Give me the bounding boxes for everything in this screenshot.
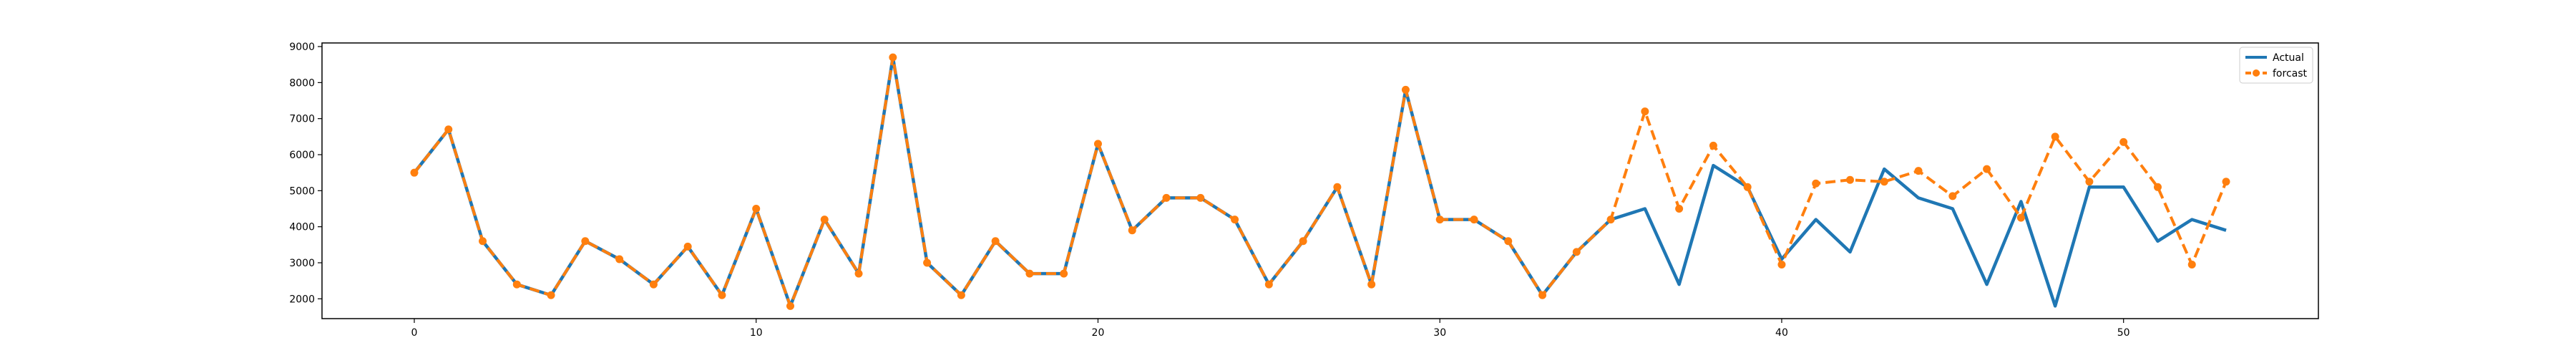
legend: Actual forcast: [2239, 47, 2313, 84]
series-point-forcast: [683, 242, 692, 251]
series-point-forcast: [2187, 261, 2196, 269]
y-tick-label: 4000: [289, 222, 315, 233]
series-point-forcast: [1914, 167, 1923, 175]
series-point-forcast: [1196, 193, 1205, 202]
x-tick-label: 50: [2117, 327, 2130, 339]
series-point-forcast: [1264, 280, 1273, 289]
series-point-forcast: [752, 205, 761, 213]
y-tick-label: 9000: [289, 42, 315, 53]
series-point-forcast: [957, 291, 965, 299]
series-point-forcast: [479, 237, 487, 246]
series-point-forcast: [649, 280, 658, 289]
series-point-forcast: [1709, 141, 1717, 150]
series-point-forcast: [1812, 179, 1820, 188]
series-point-forcast: [1470, 216, 1478, 224]
series-point-forcast: [2222, 178, 2230, 186]
series-point-forcast: [1606, 216, 1615, 224]
series-point-forcast: [1025, 269, 1034, 278]
legend-label-forcast: forcast: [2273, 68, 2308, 79]
plot-frame: [321, 42, 2319, 319]
y-tick-label: 8000: [289, 77, 315, 89]
y-tick-label: 7000: [289, 114, 315, 125]
series-point-forcast: [923, 258, 932, 267]
x-axis: 0 10 20 30 40 50: [411, 319, 2130, 339]
series-point-forcast: [615, 255, 624, 263]
series-point-forcast: [718, 291, 726, 299]
series-point-forcast: [1435, 216, 1444, 224]
series-point-forcast: [1743, 183, 1752, 191]
x-tick-label: 30: [1433, 327, 1446, 339]
y-tick-label: 3000: [289, 258, 315, 269]
series-point-forcast: [854, 269, 863, 278]
series-point-forcast: [1572, 248, 1581, 256]
series-line-forcast: [413, 56, 2228, 308]
series-point-forcast: [1538, 291, 1547, 299]
series-point-forcast: [1880, 178, 1888, 186]
y-tick-label: 6000: [289, 150, 315, 161]
series-point-forcast: [1641, 107, 1649, 116]
series-point-forcast: [991, 237, 1000, 246]
series-point-forcast: [512, 280, 521, 289]
series-point-forcast: [1675, 205, 1684, 213]
series-point-forcast: [1128, 226, 1136, 235]
series-layer: [410, 53, 2230, 310]
series-line-actual: [413, 55, 2227, 308]
y-axis: 2000 3000 4000 5000 6000 7000 8000 9000: [289, 42, 322, 305]
series-point-forcast: [820, 216, 829, 224]
series-point-forcast: [547, 291, 555, 299]
x-tick-label: 0: [411, 327, 418, 339]
series-point-forcast: [1504, 237, 1513, 246]
series-point-forcast: [2119, 137, 2128, 146]
series-point-forcast: [410, 168, 419, 177]
series-point-forcast: [2051, 132, 2059, 141]
x-tick-label: 40: [1775, 327, 1788, 339]
x-tick-label: 10: [750, 327, 763, 339]
series-point-forcast: [1948, 192, 1957, 200]
series-point-forcast: [1367, 280, 1376, 289]
legend-label-actual: Actual: [2273, 52, 2304, 64]
series-point-forcast: [1401, 85, 1410, 94]
series-point-forcast: [1983, 165, 1991, 173]
series-point-forcast: [2153, 183, 2162, 191]
legend-marker-forcast: [2253, 69, 2260, 77]
series-point-forcast: [1777, 261, 1786, 269]
series-point-forcast: [1845, 175, 1854, 184]
series-point-forcast: [581, 237, 590, 246]
series-point-forcast: [889, 53, 897, 62]
x-tick-label: 20: [1092, 327, 1105, 339]
series-point-forcast: [1333, 183, 1342, 191]
y-tick-label: 2000: [289, 294, 315, 305]
series-point-forcast: [1299, 237, 1307, 246]
series-point-forcast: [786, 301, 795, 310]
series-point-forcast: [2016, 213, 2025, 222]
series-point-forcast: [1162, 193, 1171, 202]
series-point-forcast: [444, 125, 453, 134]
series-point-forcast: [1093, 140, 1102, 148]
y-tick-label: 5000: [289, 185, 315, 197]
series-point-forcast: [1231, 216, 1239, 224]
series-point-forcast: [1060, 269, 1068, 278]
series-point-forcast: [2085, 178, 2094, 186]
